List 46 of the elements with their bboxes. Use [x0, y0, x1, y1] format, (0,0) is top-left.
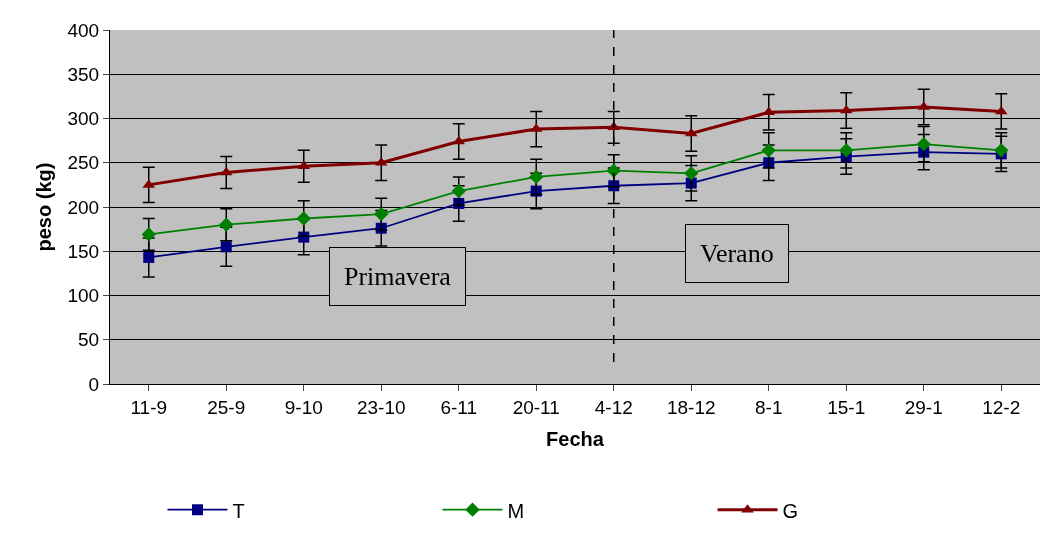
point: [916, 137, 931, 152]
x-tick-label: 23-10: [356, 396, 406, 418]
point: [219, 166, 233, 176]
annotation: Verano: [700, 239, 774, 268]
x-tick-label: 6-11: [440, 396, 478, 418]
x-tick-label: 9-10: [284, 396, 323, 418]
point: [451, 183, 466, 199]
y-tick-label: 50: [78, 329, 100, 351]
point: [220, 241, 232, 253]
y-tick-label: 300: [67, 108, 100, 130]
y-tick-label: 250: [67, 152, 100, 174]
point: [839, 143, 854, 158]
point: [762, 106, 776, 116]
point: [143, 251, 155, 263]
legend-label: M: [507, 499, 525, 522]
y-tick-label: 350: [67, 63, 100, 85]
point: [374, 206, 389, 222]
y-tick-label: 150: [67, 240, 100, 262]
annotation: Primavera: [344, 262, 452, 291]
y-tick-label: 100: [67, 285, 100, 307]
point: [994, 143, 1009, 158]
x-tick-label: 15-1: [827, 396, 866, 418]
point: [684, 166, 699, 181]
x-tick-label: 18-12: [666, 396, 716, 418]
point: [296, 211, 311, 226]
y-axis-title: peso (kg): [33, 162, 55, 252]
x-tick-label: 11-9: [130, 396, 168, 418]
x-tick-label: 8-1: [755, 396, 783, 418]
x-tick-label: 29-1: [904, 396, 943, 418]
point: [529, 169, 544, 185]
y-tick-label: 0: [88, 373, 100, 395]
point: [994, 105, 1008, 115]
x-tick-label: 20-11: [512, 396, 560, 418]
point: [606, 163, 621, 178]
legend-label: T: [232, 499, 245, 522]
point: [761, 143, 776, 158]
point: [141, 227, 156, 242]
point: [297, 160, 311, 170]
x-tick-label: 4-12: [594, 396, 633, 418]
x-tick-label: 25-9: [207, 396, 246, 418]
y-tick-label: 400: [67, 19, 100, 41]
point: [219, 217, 234, 232]
x-tick-label: 12-2: [982, 396, 1021, 418]
y-tick-label: 200: [67, 196, 100, 218]
legend-label: G: [782, 499, 799, 522]
x-axis-title: Fecha: [546, 428, 605, 451]
